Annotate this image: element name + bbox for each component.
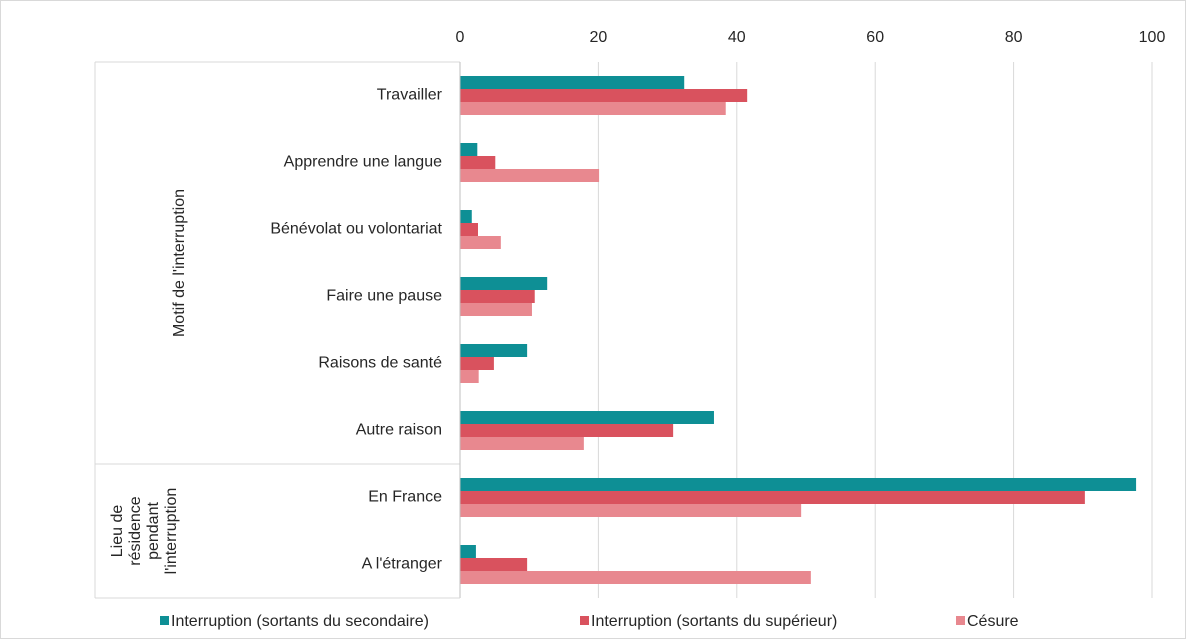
legend-label: Interruption (sortants du supérieur): [591, 613, 837, 630]
y-tick-label: Travailler: [377, 87, 443, 104]
y-tick-label: En France: [368, 489, 442, 506]
x-tick-label: 100: [1139, 29, 1166, 46]
bar: [460, 370, 479, 383]
bar: [460, 143, 478, 156]
legend-swatch: [160, 616, 169, 625]
bar: [460, 236, 501, 249]
y-tick-label: Autre raison: [356, 422, 442, 439]
group-label: Motif de l'interruption: [171, 189, 188, 338]
bar: [460, 223, 478, 236]
bar: [460, 424, 674, 437]
group-label: Lieu de résidence pendant l'interruption: [109, 487, 180, 575]
bar: [460, 571, 811, 584]
y-tick-label: Faire une pause: [326, 288, 442, 305]
bar: [460, 357, 494, 370]
bar: [460, 156, 496, 169]
bar: [460, 558, 528, 571]
bar: [460, 437, 584, 450]
bar: [460, 169, 600, 182]
y-tick-label: Apprendre une langue: [284, 154, 442, 171]
bar: [460, 210, 472, 223]
x-tick-label: 60: [866, 29, 884, 46]
bar: [460, 290, 535, 303]
y-tick-label: Raisons de santé: [318, 355, 442, 372]
bar: [460, 89, 748, 102]
y-tick-label: Bénévolat ou volontariat: [270, 221, 442, 238]
bar: [460, 411, 714, 424]
bar: [460, 545, 476, 558]
y-tick-label: A l'étranger: [362, 556, 443, 573]
legend-swatch: [956, 616, 965, 625]
bar: [460, 478, 1137, 491]
bar: [460, 76, 685, 89]
bar: [460, 491, 1085, 504]
legend-swatch: [580, 616, 589, 625]
x-tick-label: 80: [1005, 29, 1023, 46]
legend-label: Césure: [967, 613, 1019, 630]
legend-label: Interruption (sortants du secondaire): [171, 613, 429, 630]
bar: [460, 344, 528, 357]
bar: [460, 303, 532, 316]
bar: [460, 277, 548, 290]
x-tick-label: 40: [728, 29, 746, 46]
bar: [460, 102, 726, 115]
bar: [460, 504, 802, 517]
x-tick-label: 20: [590, 29, 608, 46]
x-tick-label: 0: [456, 29, 465, 46]
